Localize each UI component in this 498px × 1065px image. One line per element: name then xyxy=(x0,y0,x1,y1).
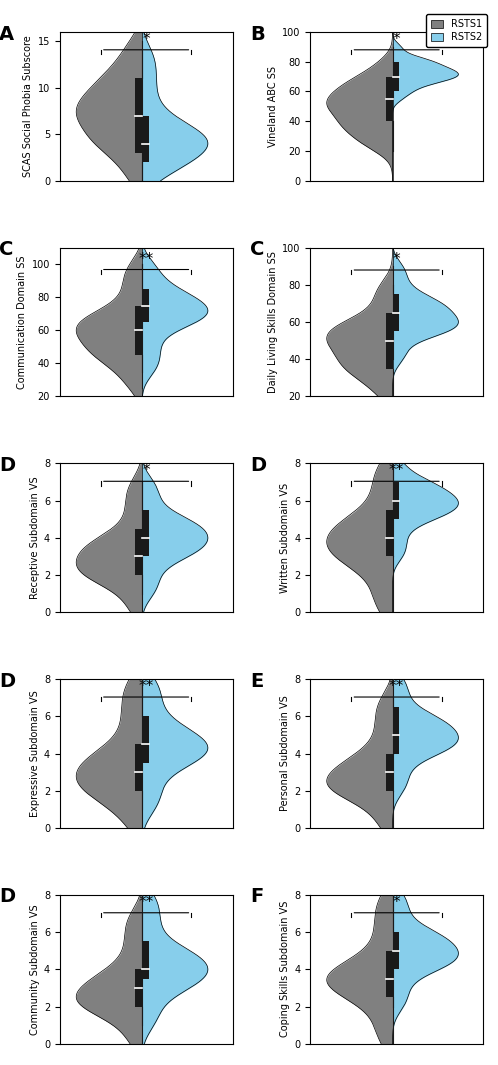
FancyBboxPatch shape xyxy=(135,969,142,1006)
FancyBboxPatch shape xyxy=(142,510,148,556)
Y-axis label: Expressive Subdomain VS: Expressive Subdomain VS xyxy=(29,690,40,817)
Text: B: B xyxy=(250,24,264,44)
FancyBboxPatch shape xyxy=(142,717,148,763)
Y-axis label: Vineland ABC SS: Vineland ABC SS xyxy=(268,66,278,147)
Y-axis label: Coping Skills Subdomain VS: Coping Skills Subdomain VS xyxy=(280,901,290,1037)
Y-axis label: Daily Living Skills Domain SS: Daily Living Skills Domain SS xyxy=(268,251,278,393)
Text: **: ** xyxy=(389,463,404,478)
FancyBboxPatch shape xyxy=(386,510,392,556)
FancyBboxPatch shape xyxy=(142,289,148,322)
FancyBboxPatch shape xyxy=(135,744,142,791)
Text: *: * xyxy=(393,895,400,910)
Y-axis label: Communication Domain SS: Communication Domain SS xyxy=(17,256,27,389)
Text: *: * xyxy=(393,252,400,267)
Text: **: ** xyxy=(389,679,404,694)
Y-axis label: Community Subdomain VS: Community Subdomain VS xyxy=(29,904,40,1034)
FancyBboxPatch shape xyxy=(392,482,399,520)
FancyBboxPatch shape xyxy=(392,294,399,331)
Text: D: D xyxy=(0,672,15,691)
Text: *: * xyxy=(142,32,150,47)
Text: **: ** xyxy=(138,679,154,694)
FancyBboxPatch shape xyxy=(386,77,392,121)
Text: D: D xyxy=(0,456,15,475)
Legend: RSTS1, RSTS2: RSTS1, RSTS2 xyxy=(426,15,487,47)
Text: **: ** xyxy=(138,895,154,910)
FancyBboxPatch shape xyxy=(392,932,399,969)
FancyBboxPatch shape xyxy=(386,754,392,791)
Y-axis label: Written Subdomain VS: Written Subdomain VS xyxy=(280,482,290,593)
Y-axis label: Receptive Subdomain VS: Receptive Subdomain VS xyxy=(29,476,40,600)
FancyBboxPatch shape xyxy=(392,62,399,92)
FancyBboxPatch shape xyxy=(135,306,142,355)
Y-axis label: SCAS Social Phobia Subscore: SCAS Social Phobia Subscore xyxy=(23,35,33,177)
FancyBboxPatch shape xyxy=(386,313,392,368)
Text: **: ** xyxy=(138,251,154,266)
Text: A: A xyxy=(0,24,14,44)
FancyBboxPatch shape xyxy=(386,951,392,997)
Text: D: D xyxy=(0,887,15,906)
Text: *: * xyxy=(393,32,400,47)
FancyBboxPatch shape xyxy=(135,79,142,153)
Text: *: * xyxy=(142,463,150,478)
Text: C: C xyxy=(0,241,13,259)
Text: E: E xyxy=(250,672,263,691)
FancyBboxPatch shape xyxy=(142,116,148,162)
FancyBboxPatch shape xyxy=(142,941,148,979)
FancyBboxPatch shape xyxy=(392,707,399,754)
Text: F: F xyxy=(250,887,263,906)
FancyBboxPatch shape xyxy=(135,528,142,575)
Y-axis label: Personal Subdomain VS: Personal Subdomain VS xyxy=(280,695,290,812)
Text: C: C xyxy=(250,241,264,259)
Text: D: D xyxy=(250,456,266,475)
